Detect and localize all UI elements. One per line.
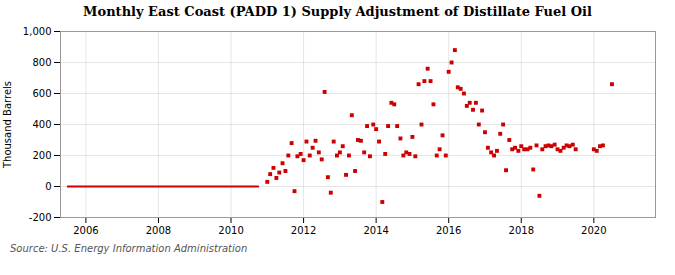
svg-text:400: 400 xyxy=(32,119,51,130)
svg-text:0: 0 xyxy=(45,181,51,192)
svg-text:2010: 2010 xyxy=(218,225,243,236)
svg-text:800: 800 xyxy=(32,57,51,68)
svg-text:2014: 2014 xyxy=(363,225,388,236)
svg-text:-200: -200 xyxy=(29,212,52,223)
svg-text:2006: 2006 xyxy=(73,225,98,236)
svg-text:200: 200 xyxy=(32,150,51,161)
svg-text:600: 600 xyxy=(32,88,51,99)
html-text:Source: U.S. Energy Informatio: Source: U.S. Energy Information Administ… xyxy=(10,243,248,254)
svg-text:2008: 2008 xyxy=(146,225,171,236)
svg-text:2020: 2020 xyxy=(581,225,606,236)
html-text:Monthly East Coast (PADD 1) Su: Monthly East Coast (PADD 1) Supply Adjus… xyxy=(83,4,592,19)
svg-text:1,000: 1,000 xyxy=(23,26,52,37)
svg-text:2012: 2012 xyxy=(291,225,316,236)
svg-text:2018: 2018 xyxy=(509,225,534,236)
svg-text:Thousand Barrels: Thousand Barrels xyxy=(2,81,13,169)
svg-text:2016: 2016 xyxy=(436,225,461,236)
